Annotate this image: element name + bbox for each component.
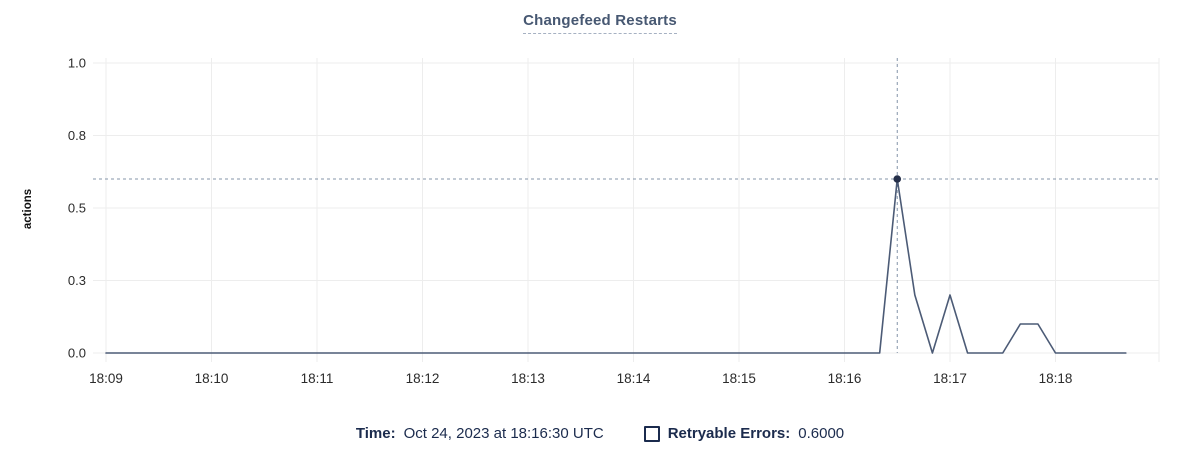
x-tick-label: 18:18 bbox=[1039, 371, 1073, 386]
series-label: Retryable Errors: bbox=[667, 425, 791, 442]
x-tick-label: 18:10 bbox=[195, 371, 229, 386]
y-tick-label: 0.5 bbox=[68, 201, 86, 216]
y-tick-label: 0.0 bbox=[68, 346, 86, 361]
series-line-retryable-errors bbox=[105, 178, 1127, 354]
hover-time-label: Time: bbox=[355, 425, 396, 442]
chart-title[interactable]: Changefeed Restarts bbox=[523, 12, 677, 34]
x-tick-label: 18:16 bbox=[828, 371, 862, 386]
series-value: 0.6000 bbox=[798, 425, 845, 442]
x-tick-label: 18:12 bbox=[406, 371, 440, 386]
chart-plot-area[interactable]: 1.0 0.8 0.5 0.3 0.018:09 18:10 18:11 18:12 18:13… bbox=[0, 0, 1200, 412]
chart-header: Changefeed Restarts bbox=[0, 12, 1200, 34]
x-tick-label: 18:13 bbox=[511, 371, 545, 386]
x-tick-label: 18:17 bbox=[933, 371, 967, 386]
y-tick-label: 1.0 bbox=[68, 56, 86, 71]
hover-time: Time: Oct 24, 2023 at 18:16:30 UTC bbox=[356, 424, 604, 444]
x-tick-label: 18:11 bbox=[301, 371, 334, 386]
hover-time-value: Oct 24, 2023 at 18:16:30 UTC bbox=[403, 425, 604, 442]
x-tick-label: 18:09 bbox=[89, 371, 123, 386]
hover-legend: Time: Oct 24, 2023 at 18:16:30 UTC Retry… bbox=[0, 424, 1200, 444]
hover-point-dot bbox=[893, 175, 902, 183]
x-tick-label: 18:15 bbox=[722, 371, 756, 386]
y-axis-title: actions bbox=[22, 189, 34, 229]
series-color-swatch[interactable] bbox=[643, 426, 660, 442]
x-tick-label: 18:14 bbox=[617, 371, 651, 386]
legend-item-retryable-errors[interactable]: Retryable Errors: 0.6000 bbox=[643, 424, 845, 444]
y-tick-label: 0.3 bbox=[68, 273, 86, 288]
y-tick-label: 0.8 bbox=[68, 128, 86, 143]
